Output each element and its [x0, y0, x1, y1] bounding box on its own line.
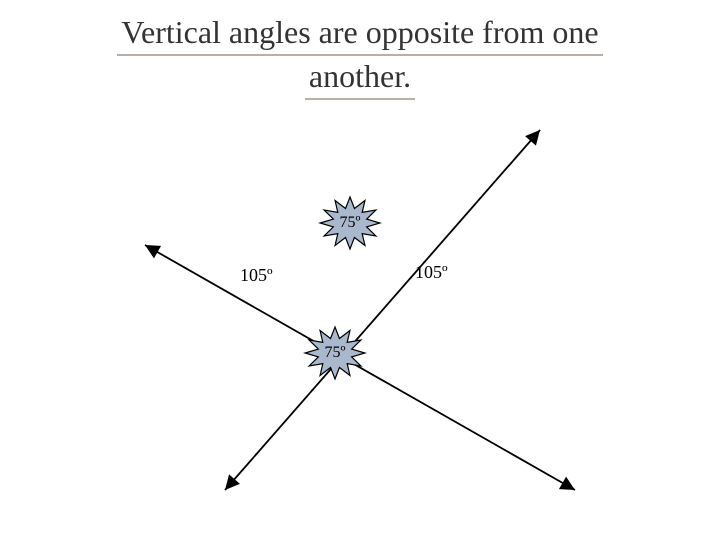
vertical-angles-diagram: [0, 0, 720, 540]
angle-burst-bottom: 75º: [300, 325, 370, 381]
angle-label-right: 105º: [415, 262, 448, 283]
angle-burst-top-label: 75º: [315, 195, 385, 251]
angle-burst-bottom-label: 75º: [300, 325, 370, 381]
angle-burst-top: 75º: [315, 195, 385, 251]
angle-label-left: 105º: [240, 265, 273, 286]
